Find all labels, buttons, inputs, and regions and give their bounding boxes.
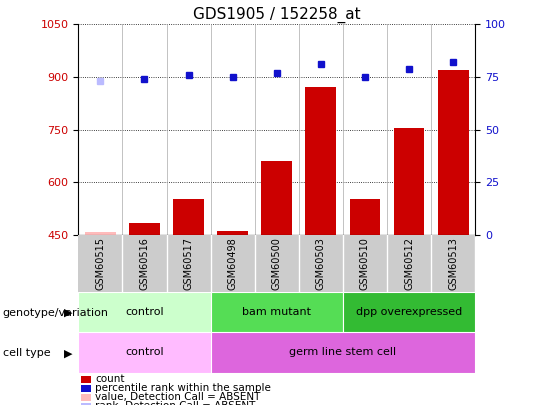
Bar (261, 161, 292, 235)
Text: count: count (95, 375, 125, 384)
Text: GSM60517: GSM60517 (184, 237, 193, 290)
Bar (173, 199, 204, 235)
Text: GSM60500: GSM60500 (272, 237, 282, 290)
Bar (438, 70, 469, 235)
Text: GSM60515: GSM60515 (96, 237, 105, 290)
Text: control: control (125, 347, 164, 357)
Bar (211, 292, 343, 332)
Bar (78, 292, 211, 332)
Text: percentile rank within the sample: percentile rank within the sample (95, 384, 271, 393)
Text: control: control (125, 307, 164, 317)
Bar (78, 332, 211, 373)
Bar (129, 223, 160, 235)
Bar (343, 292, 475, 332)
Text: ▶: ▶ (64, 308, 73, 318)
Text: GSM60513: GSM60513 (448, 237, 458, 290)
Text: value, Detection Call = ABSENT: value, Detection Call = ABSENT (95, 392, 260, 402)
Text: ▶: ▶ (64, 348, 73, 358)
Text: cell type: cell type (3, 348, 50, 358)
Text: dpp overexpressed: dpp overexpressed (356, 307, 462, 317)
Bar (85, 232, 116, 235)
Text: germ line stem cell: germ line stem cell (289, 347, 396, 357)
Text: rank, Detection Call = ABSENT: rank, Detection Call = ABSENT (95, 401, 255, 405)
Text: genotype/variation: genotype/variation (3, 308, 109, 318)
Text: bam mutant: bam mutant (242, 307, 311, 317)
Title: GDS1905 / 152258_at: GDS1905 / 152258_at (193, 7, 361, 23)
Text: GSM60512: GSM60512 (404, 237, 414, 290)
Bar (211, 332, 475, 373)
Text: GSM60498: GSM60498 (228, 237, 238, 290)
Bar (349, 199, 380, 235)
Text: GSM60516: GSM60516 (139, 237, 150, 290)
Bar (394, 128, 424, 235)
Text: GSM60510: GSM60510 (360, 237, 370, 290)
Bar (217, 231, 248, 235)
Text: GSM60503: GSM60503 (316, 237, 326, 290)
Bar (306, 87, 336, 235)
